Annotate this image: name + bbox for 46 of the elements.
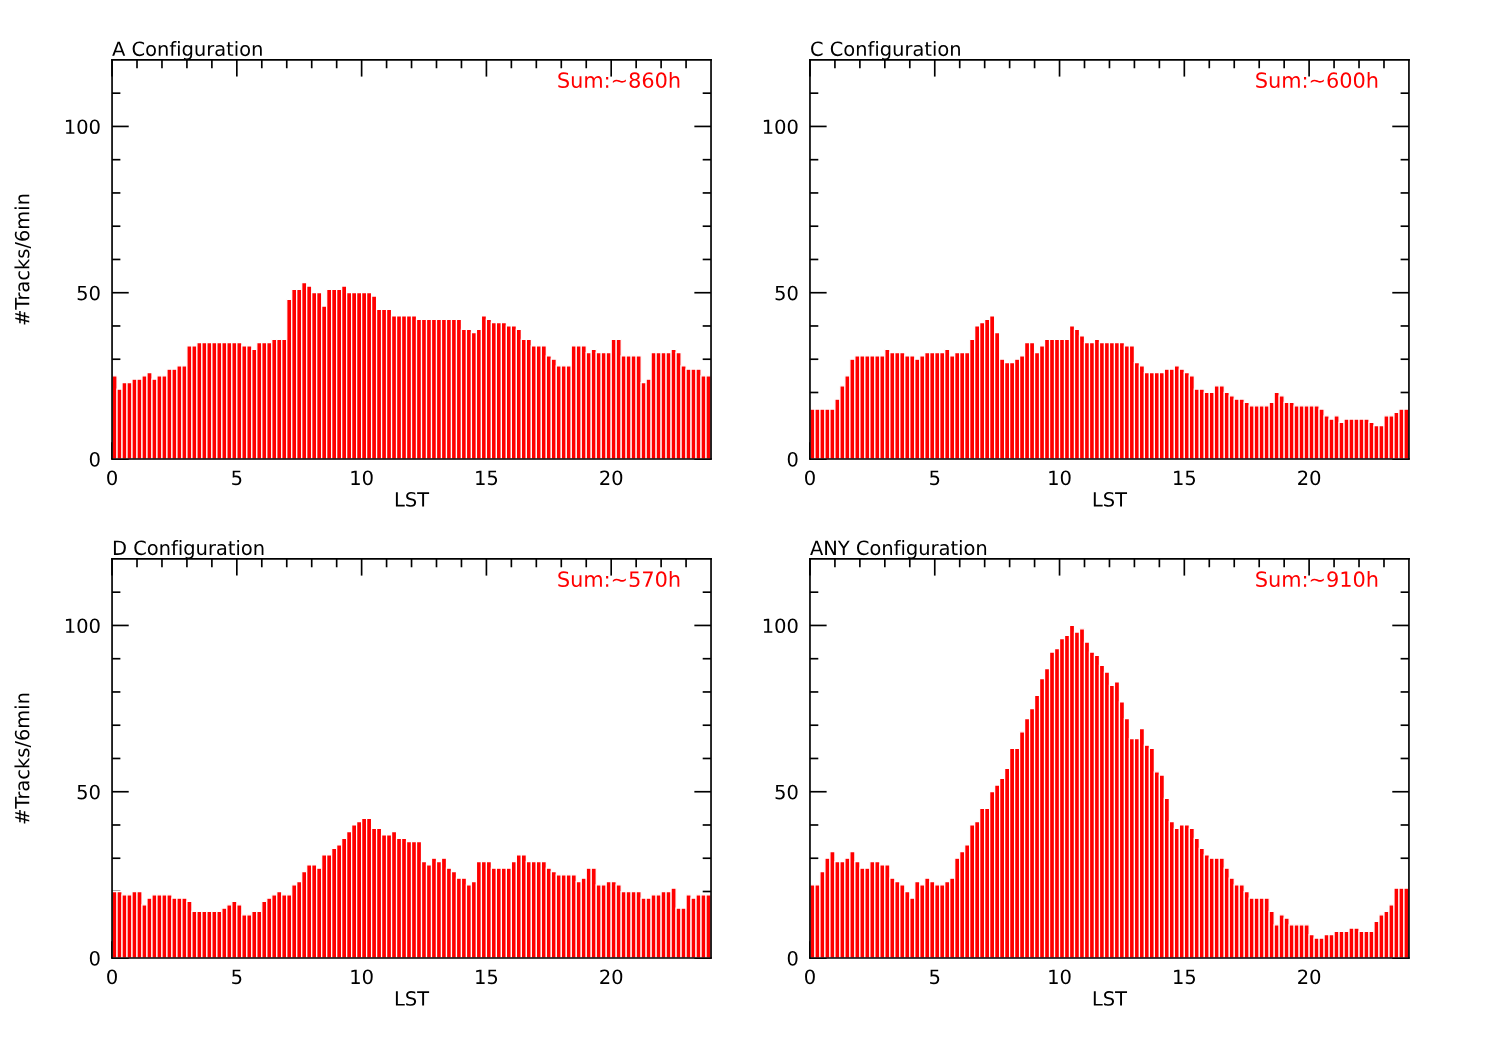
x-tick-label: 15: [476, 969, 498, 985]
x-tick-label: 15: [476, 470, 498, 486]
y-tick-label: 50: [775, 285, 798, 301]
y-axis-title: #Tracks/6min: [14, 693, 32, 824]
chart-title: ANY Configuration: [810, 540, 987, 559]
y-tick-label: 50: [77, 285, 100, 301]
chart-title: A Configuration: [112, 41, 262, 60]
y-tick-label: 100: [763, 119, 798, 135]
y-tick-label: 0: [89, 451, 100, 467]
x-tick-label: 15: [1174, 969, 1195, 985]
y-tick-label: 0: [787, 950, 798, 966]
x-tick-label: 5: [232, 470, 242, 486]
x-tick-label: 15: [1174, 470, 1195, 486]
x-tick-label: 0: [805, 969, 815, 985]
y-tick-label: 50: [77, 784, 100, 800]
x-tick-label: 0: [107, 470, 117, 486]
y-tick-label: 0: [89, 950, 100, 966]
y-tick-label: 100: [65, 119, 100, 135]
x-tick-label: 0: [107, 969, 117, 985]
x-axis-title: LST: [395, 492, 430, 507]
x-tick-label: 20: [600, 969, 623, 985]
y-tick-label: 100: [763, 618, 798, 634]
annotation: Sum:~600h: [1256, 71, 1378, 89]
x-axis-title: LST: [395, 991, 430, 1006]
x-tick-label: 10: [351, 969, 373, 985]
x-axis-title: LST: [1093, 492, 1128, 507]
y-axis-title: #Tracks/6min: [14, 194, 32, 325]
annotation: Sum:~860h: [558, 71, 680, 89]
y-tick-label: 50: [775, 784, 798, 800]
x-tick-label: 5: [930, 969, 940, 985]
chart-title: C Configuration: [811, 41, 960, 60]
annotation: Sum:~910h: [1256, 570, 1378, 588]
x-tick-label: 20: [1298, 470, 1321, 486]
annotation: Sum:~570h: [558, 570, 680, 588]
x-tick-label: 10: [1049, 969, 1071, 985]
x-axis-title: LST: [1093, 991, 1128, 1006]
x-tick-label: 5: [930, 470, 940, 486]
x-tick-label: 10: [1049, 470, 1071, 486]
x-tick-label: 5: [232, 969, 242, 985]
y-tick-label: 0: [787, 451, 798, 467]
x-tick-label: 20: [1298, 969, 1321, 985]
x-tick-label: 20: [600, 470, 623, 486]
y-tick-label: 100: [65, 618, 100, 634]
x-tick-label: 10: [351, 470, 373, 486]
chart-title: D Configuration: [113, 540, 264, 559]
x-tick-label: 0: [805, 470, 815, 486]
